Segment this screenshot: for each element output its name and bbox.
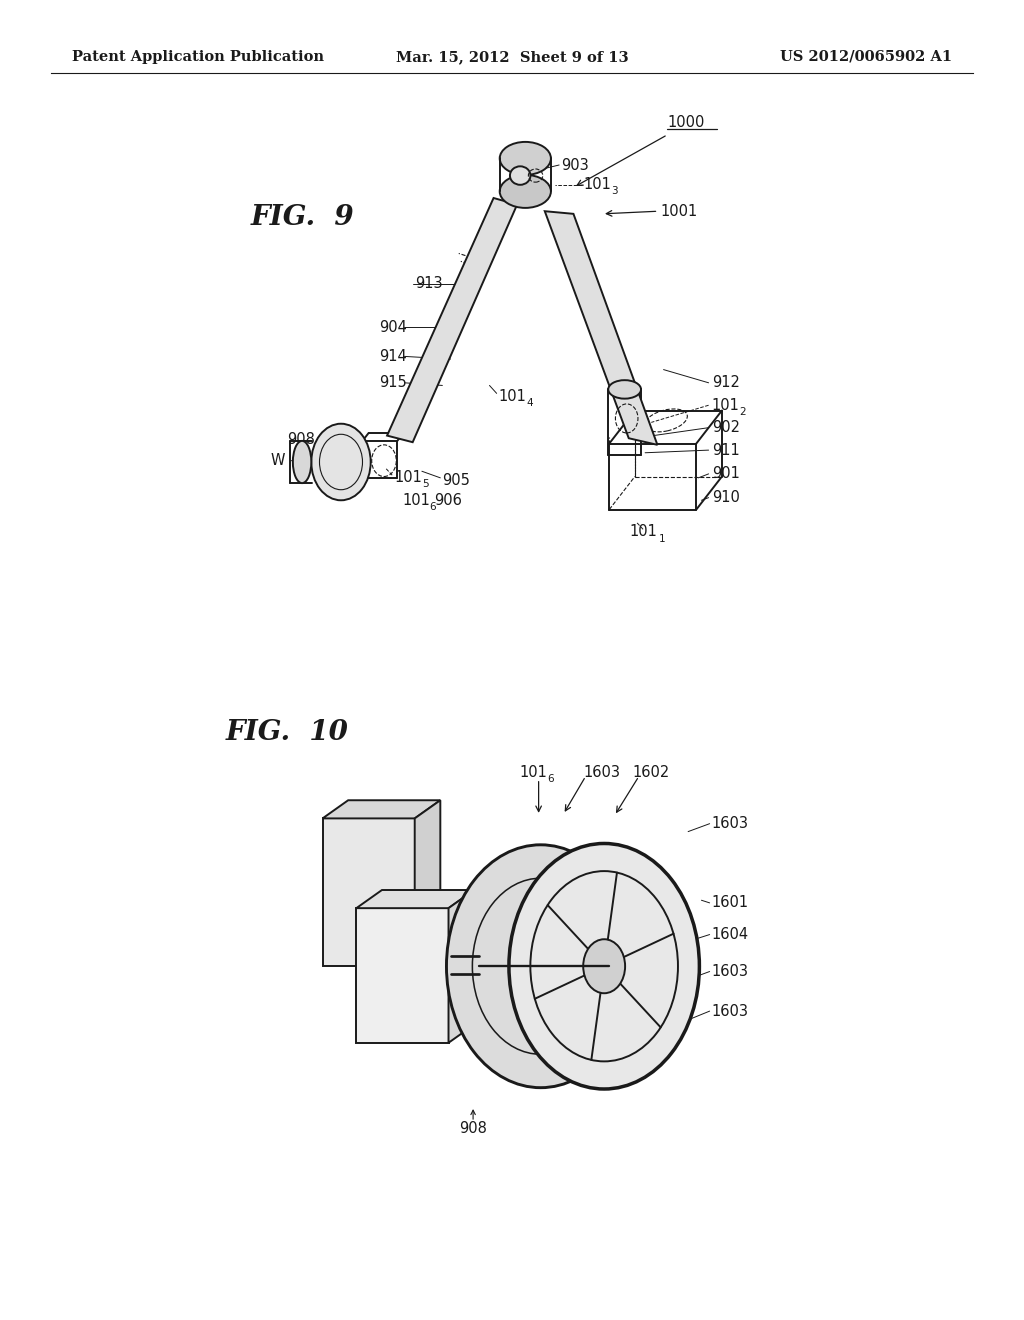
Text: 1602: 1602 (633, 764, 670, 780)
Text: 912: 912 (712, 375, 739, 391)
Polygon shape (545, 211, 657, 445)
Text: 101: 101 (584, 177, 611, 193)
Ellipse shape (509, 843, 699, 1089)
Text: 908: 908 (459, 1121, 487, 1137)
Ellipse shape (311, 424, 371, 500)
Text: 1: 1 (658, 533, 665, 544)
Text: 1603: 1603 (584, 764, 621, 780)
Text: FIG.  9: FIG. 9 (251, 205, 354, 231)
Text: 1000: 1000 (668, 115, 705, 131)
Text: 2: 2 (739, 407, 745, 417)
Ellipse shape (510, 166, 530, 185)
Text: 1603: 1603 (712, 816, 749, 832)
Text: 101: 101 (630, 524, 657, 540)
Text: Mar. 15, 2012  Sheet 9 of 13: Mar. 15, 2012 Sheet 9 of 13 (395, 50, 629, 63)
Text: 4: 4 (526, 397, 532, 408)
Text: 3: 3 (611, 186, 617, 197)
Text: 905: 905 (442, 473, 470, 488)
Text: 1603: 1603 (712, 964, 749, 979)
Text: 101: 101 (402, 492, 430, 508)
Text: 101: 101 (712, 397, 739, 413)
Text: 101: 101 (499, 388, 526, 404)
Text: 5: 5 (422, 479, 428, 490)
Text: 913: 913 (415, 276, 442, 292)
Text: Patent Application Publication: Patent Application Publication (72, 50, 324, 63)
Text: 101: 101 (394, 470, 422, 486)
Polygon shape (449, 890, 474, 1043)
Polygon shape (323, 818, 415, 966)
Text: 6: 6 (429, 502, 435, 512)
Text: FIG.  10: FIG. 10 (225, 719, 348, 746)
Text: 901: 901 (712, 466, 739, 482)
Polygon shape (323, 800, 440, 818)
Ellipse shape (584, 940, 625, 993)
Ellipse shape (500, 176, 551, 209)
Text: 911: 911 (712, 442, 739, 458)
Text: 1603: 1603 (712, 1003, 749, 1019)
Polygon shape (356, 890, 474, 908)
Text: 101: 101 (519, 764, 547, 780)
Text: 904: 904 (379, 319, 407, 335)
Text: 903: 903 (561, 157, 589, 173)
Text: 1001: 1001 (660, 203, 697, 219)
Ellipse shape (608, 380, 641, 399)
Text: US 2012/0065902 A1: US 2012/0065902 A1 (780, 50, 952, 63)
Text: 902: 902 (712, 420, 739, 436)
Polygon shape (387, 198, 517, 442)
Polygon shape (415, 800, 440, 966)
Text: 914: 914 (379, 348, 407, 364)
Text: W: W (270, 453, 285, 469)
Text: 1604: 1604 (712, 927, 749, 942)
Text: 908: 908 (288, 432, 315, 447)
Ellipse shape (446, 845, 635, 1088)
Text: 6: 6 (547, 774, 553, 784)
Text: 1601: 1601 (712, 895, 749, 911)
Ellipse shape (293, 441, 311, 483)
Ellipse shape (500, 143, 551, 176)
Text: 910: 910 (712, 490, 739, 506)
Polygon shape (356, 908, 449, 1043)
Text: 906: 906 (434, 492, 462, 508)
Text: 915: 915 (379, 375, 407, 391)
